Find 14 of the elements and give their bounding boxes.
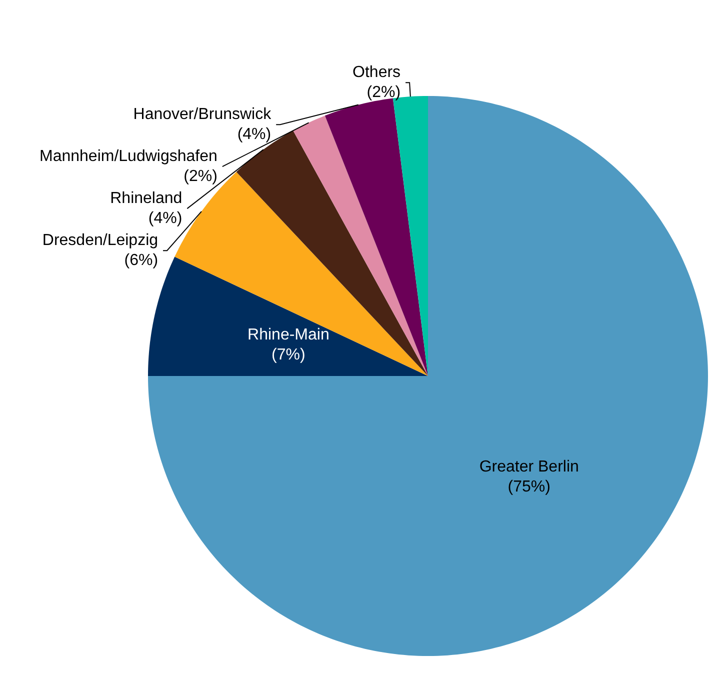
data-label: (4%): [148, 210, 182, 228]
slice-label: Others: [352, 64, 401, 82]
slice-label: Rhineland: [110, 190, 182, 208]
slice-label: Dresden/Leipzig: [42, 232, 158, 250]
data-label: (75%): [508, 478, 550, 496]
slice-label: Rhine-Main: [248, 326, 330, 344]
slice-label: Hanover/Brunswick: [133, 106, 272, 124]
slice-label: Greater Berlin: [479, 458, 579, 476]
data-label: (2%): [366, 84, 401, 102]
data-label: (6%): [124, 252, 158, 270]
slice-label: Mannheim/Ludwigshafen: [40, 148, 218, 166]
data-label: (4%): [237, 126, 272, 144]
data-label: (7%): [272, 346, 306, 364]
data-label: (2%): [184, 168, 218, 186]
